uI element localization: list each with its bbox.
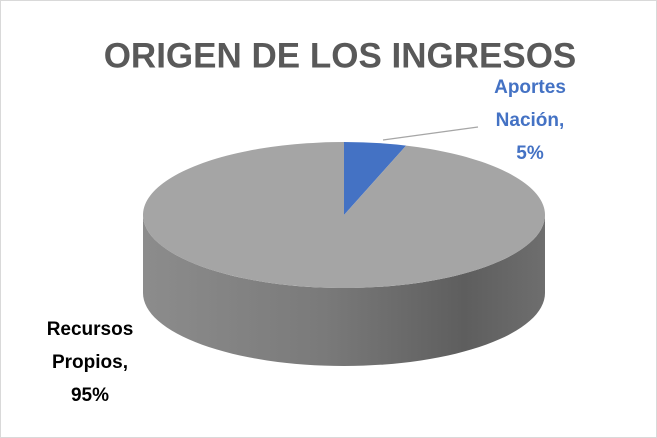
pie-top	[344, 142, 407, 215]
pie-side	[143, 215, 545, 366]
data-label-word: Propios	[52, 352, 123, 373]
data-label-word: Nación	[496, 110, 559, 131]
leader-line	[382, 126, 479, 141]
data-label-value: 5%	[516, 143, 544, 164]
data-label-separator: ,	[123, 352, 128, 373]
data-label-category: Aportes Nación,	[494, 77, 566, 131]
pie-top	[142, 142, 545, 288]
data-label-value: 95%	[71, 385, 109, 406]
pie-slice	[142, 142, 545, 366]
data-label: Aportes Nación, 5%	[494, 77, 566, 164]
data-label-separator: ,	[559, 110, 564, 131]
data-label-word: Aportes	[494, 77, 566, 98]
data-label-word: Recursos	[47, 319, 134, 340]
pie-slice	[344, 142, 407, 215]
chart-title: ORIGEN DE LOS INGRESOS	[104, 36, 577, 75]
data-label-category: Recursos Propios,	[47, 319, 134, 373]
data-label: Recursos Propios, 95%	[47, 319, 134, 406]
